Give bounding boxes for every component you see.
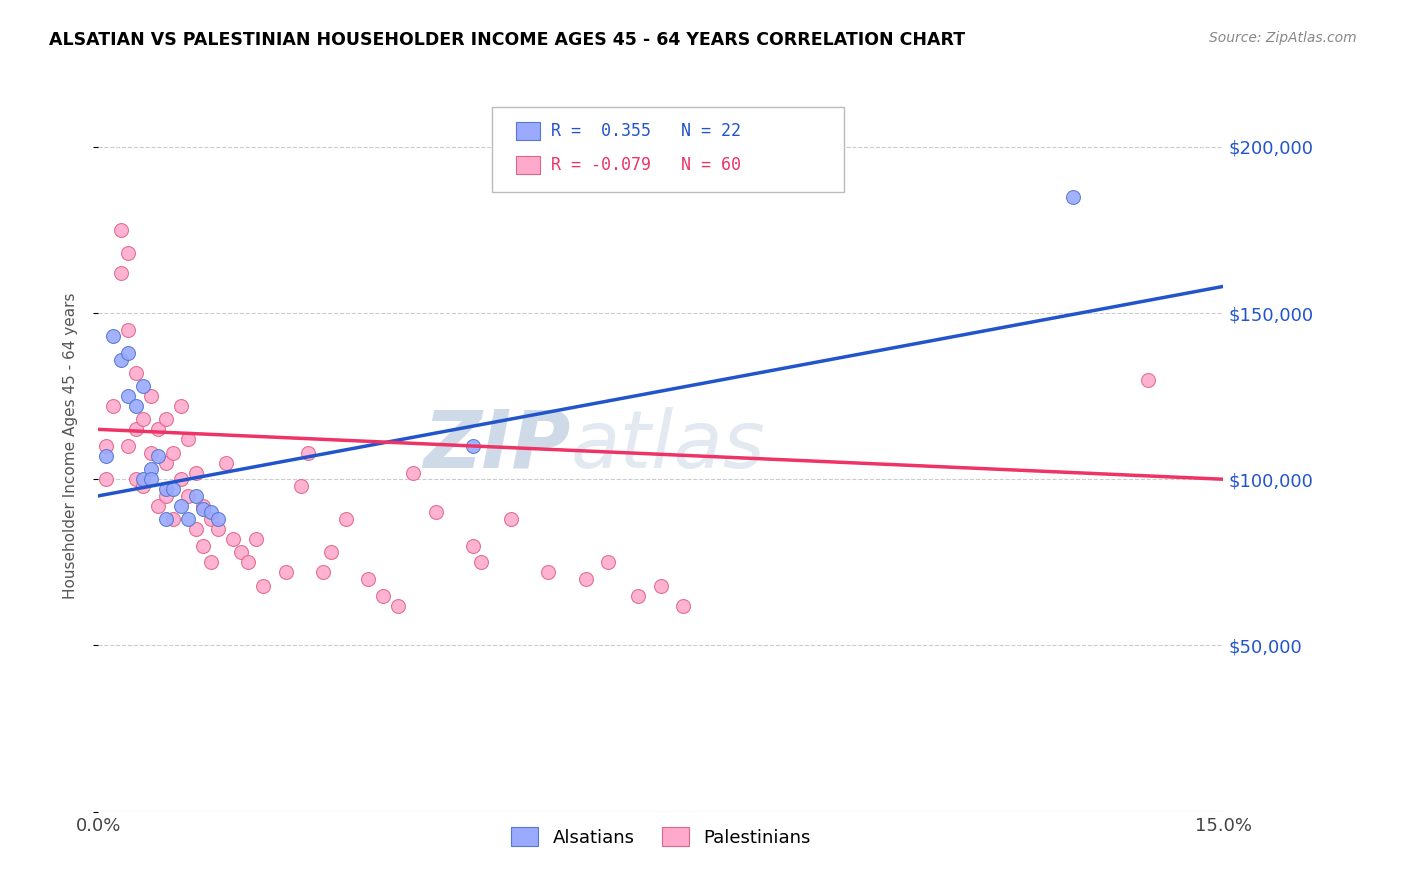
- Point: [387, 599, 409, 613]
- Point: [193, 502, 215, 516]
- Point: [148, 422, 170, 436]
- Point: [103, 399, 125, 413]
- Point: [193, 499, 215, 513]
- Point: [207, 512, 229, 526]
- Text: R = -0.079   N = 60: R = -0.079 N = 60: [551, 156, 741, 174]
- Point: [297, 445, 319, 459]
- Point: [117, 246, 139, 260]
- Point: [537, 566, 560, 580]
- Point: [117, 346, 139, 360]
- Point: [373, 589, 395, 603]
- Text: R =  0.355   N = 22: R = 0.355 N = 22: [551, 122, 741, 140]
- Point: [139, 472, 162, 486]
- Point: [463, 439, 485, 453]
- Y-axis label: Householder Income Ages 45 - 64 years: Householder Income Ages 45 - 64 years: [63, 293, 77, 599]
- Point: [155, 489, 177, 503]
- Point: [170, 472, 193, 486]
- Point: [672, 599, 695, 613]
- Point: [155, 512, 177, 526]
- Text: atlas: atlas: [571, 407, 766, 485]
- Point: [222, 532, 245, 546]
- Point: [238, 555, 260, 569]
- Point: [245, 532, 267, 546]
- Point: [94, 439, 117, 453]
- Point: [132, 479, 155, 493]
- Point: [402, 466, 425, 480]
- Point: [125, 472, 148, 486]
- Point: [1062, 189, 1084, 203]
- Point: [132, 379, 155, 393]
- Point: [650, 579, 672, 593]
- Point: [184, 522, 207, 536]
- Point: [357, 572, 380, 586]
- Point: [319, 545, 342, 559]
- Text: ZIP: ZIP: [423, 407, 571, 485]
- Point: [162, 445, 184, 459]
- Point: [335, 512, 357, 526]
- Point: [177, 433, 200, 447]
- Point: [200, 555, 222, 569]
- Point: [215, 456, 238, 470]
- Point: [132, 472, 155, 486]
- Point: [103, 329, 125, 343]
- Point: [575, 572, 598, 586]
- Point: [110, 266, 132, 280]
- Point: [312, 566, 335, 580]
- Point: [229, 545, 252, 559]
- Point: [148, 449, 170, 463]
- Point: [207, 522, 229, 536]
- Point: [170, 399, 193, 413]
- Point: [155, 456, 177, 470]
- Point: [148, 499, 170, 513]
- Point: [139, 389, 162, 403]
- Point: [110, 352, 132, 367]
- Point: [470, 555, 492, 569]
- Point: [155, 482, 177, 496]
- Point: [193, 539, 215, 553]
- Legend: Alsatians, Palestinians: Alsatians, Palestinians: [503, 820, 818, 854]
- Point: [499, 512, 522, 526]
- Point: [425, 506, 447, 520]
- Point: [463, 539, 485, 553]
- Point: [94, 472, 117, 486]
- Point: [117, 439, 139, 453]
- Point: [94, 449, 117, 463]
- Point: [274, 566, 297, 580]
- Point: [598, 555, 620, 569]
- Point: [132, 412, 155, 426]
- Text: Source: ZipAtlas.com: Source: ZipAtlas.com: [1209, 31, 1357, 45]
- Point: [162, 482, 184, 496]
- Point: [155, 412, 177, 426]
- Point: [177, 489, 200, 503]
- Point: [125, 422, 148, 436]
- Point: [125, 399, 148, 413]
- Point: [252, 579, 274, 593]
- Point: [627, 589, 650, 603]
- Text: ALSATIAN VS PALESTINIAN HOUSEHOLDER INCOME AGES 45 - 64 YEARS CORRELATION CHART: ALSATIAN VS PALESTINIAN HOUSEHOLDER INCO…: [49, 31, 966, 49]
- Point: [200, 512, 222, 526]
- Point: [139, 445, 162, 459]
- Point: [117, 323, 139, 337]
- Point: [162, 512, 184, 526]
- Point: [290, 479, 312, 493]
- Point: [1137, 372, 1160, 386]
- Point: [170, 499, 193, 513]
- Point: [139, 462, 162, 476]
- Point: [110, 223, 132, 237]
- Point: [125, 366, 148, 380]
- Point: [184, 466, 207, 480]
- Point: [177, 512, 200, 526]
- Point: [184, 489, 207, 503]
- Point: [117, 389, 139, 403]
- Point: [200, 506, 222, 520]
